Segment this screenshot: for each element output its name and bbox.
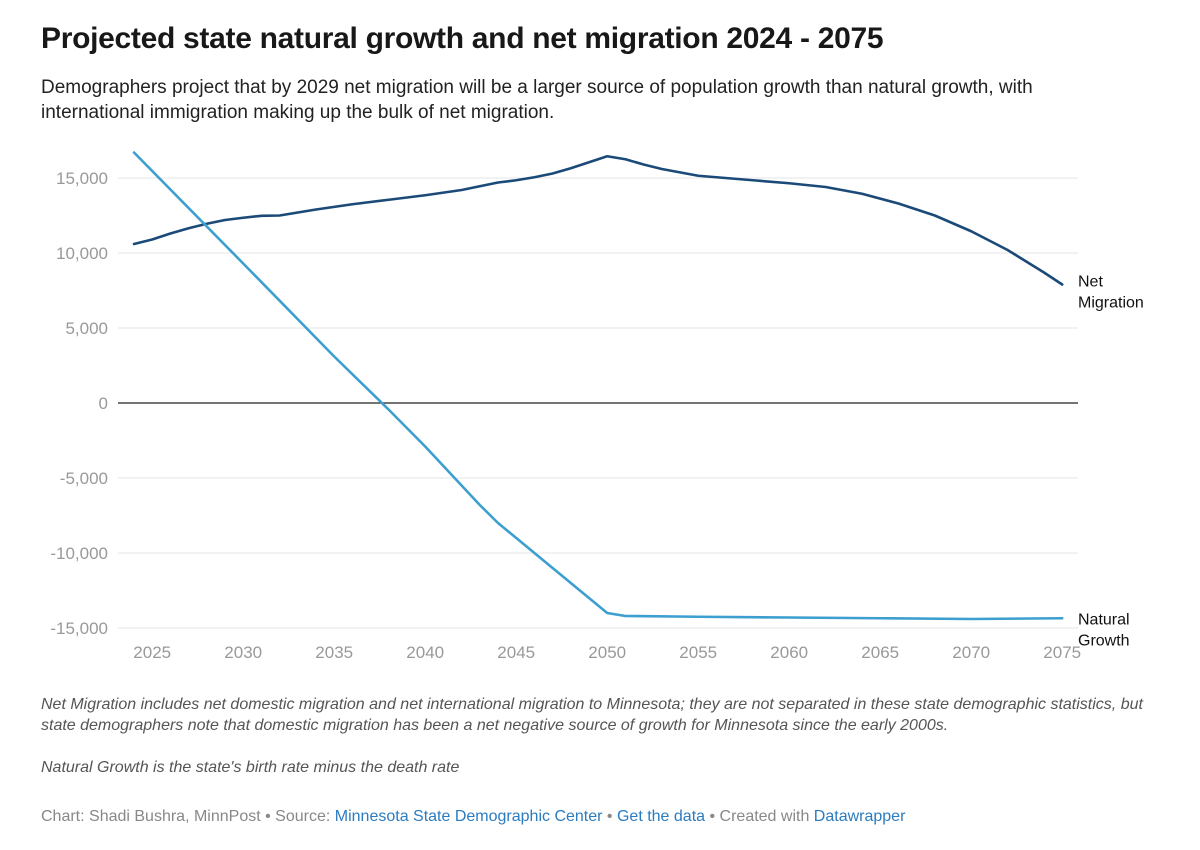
y-tick-label: 10,000: [56, 244, 108, 263]
created-prefix: Created with: [719, 808, 814, 825]
chart-footer: Chart: Shadi Bushra, MinnPost • Source: …: [41, 808, 905, 826]
y-tick-label: -10,000: [50, 544, 108, 563]
x-tick-label: 2030: [224, 643, 262, 662]
separator: •: [705, 808, 720, 825]
credit: Chart: Shadi Bushra, MinnPost: [41, 808, 261, 825]
x-tick-label: 2060: [770, 643, 808, 662]
x-tick-label: 2035: [315, 643, 353, 662]
get-the-data-link[interactable]: Get the data: [616, 808, 706, 825]
separator: •: [602, 808, 617, 825]
x-tick-label: 2065: [861, 643, 899, 662]
chart-title: Projected state natural growth and net m…: [41, 22, 884, 55]
y-tick-label: 5,000: [65, 319, 108, 338]
x-tick-label: 2045: [497, 643, 535, 662]
net-migration-line: [132, 154, 1064, 286]
series-label: Growth: [1078, 632, 1130, 649]
y-tick-label: -5,000: [60, 469, 108, 488]
note-net-migration: Net Migration includes net domestic migr…: [41, 696, 1143, 734]
natural-growth-line: [132, 151, 1064, 621]
x-tick-label: 2050: [588, 643, 626, 662]
x-tick-label: 2025: [133, 643, 171, 662]
x-tick-label: 2055: [679, 643, 717, 662]
x-tick-label: 2075: [1043, 643, 1081, 662]
note-natural-growth: Natural Growth is the state's birth rate…: [41, 759, 460, 776]
y-tick-label: -15,000: [50, 619, 108, 638]
chart-notes: Net Migration includes net domestic migr…: [41, 694, 1161, 799]
separator: •: [260, 808, 276, 825]
y-tick-label: 15,000: [56, 169, 108, 188]
series-label: Migration: [1078, 295, 1144, 312]
source-link[interactable]: Minnesota State Demographic Center: [334, 808, 603, 825]
series-label: Natural: [1078, 611, 1130, 628]
datawrapper-link[interactable]: Datawrapper: [813, 808, 906, 825]
y-tick-label: 0: [99, 394, 108, 413]
series-label: Net: [1078, 274, 1103, 291]
x-tick-label: 2040: [406, 643, 444, 662]
chart-subtitle: Demographers project that by 2029 net mi…: [41, 77, 1033, 123]
source-prefix: Source:: [275, 808, 335, 825]
x-tick-label: 2070: [952, 643, 990, 662]
